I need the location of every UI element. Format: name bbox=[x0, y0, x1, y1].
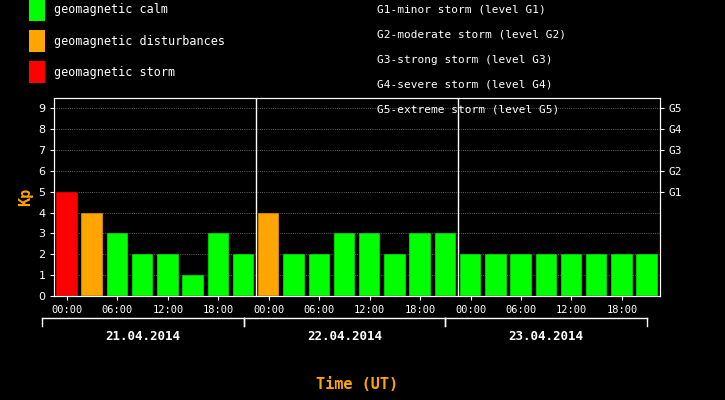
Bar bbox=[283, 254, 304, 296]
Text: 21.04.2014: 21.04.2014 bbox=[105, 330, 180, 343]
Bar bbox=[510, 254, 531, 296]
Text: G3-strong storm (level G3): G3-strong storm (level G3) bbox=[377, 55, 552, 65]
Bar bbox=[157, 254, 178, 296]
Bar bbox=[560, 254, 582, 296]
Bar bbox=[334, 234, 355, 296]
Text: G2-moderate storm (level G2): G2-moderate storm (level G2) bbox=[377, 30, 566, 40]
Bar bbox=[586, 254, 608, 296]
Text: geomagnetic disturbances: geomagnetic disturbances bbox=[54, 35, 225, 48]
Bar bbox=[233, 254, 254, 296]
Bar bbox=[207, 234, 229, 296]
Bar bbox=[81, 213, 103, 296]
Bar bbox=[384, 254, 405, 296]
Bar bbox=[359, 234, 381, 296]
Text: G4-severe storm (level G4): G4-severe storm (level G4) bbox=[377, 80, 552, 90]
Bar bbox=[485, 254, 507, 296]
Bar bbox=[611, 254, 633, 296]
Bar bbox=[57, 192, 78, 296]
Text: 22.04.2014: 22.04.2014 bbox=[307, 330, 382, 343]
Text: G5-extreme storm (level G5): G5-extreme storm (level G5) bbox=[377, 104, 559, 114]
Bar bbox=[107, 234, 128, 296]
Y-axis label: Kp: Kp bbox=[17, 188, 33, 206]
Text: geomagnetic calm: geomagnetic calm bbox=[54, 4, 167, 16]
Bar bbox=[536, 254, 557, 296]
Bar bbox=[258, 213, 280, 296]
Text: 23.04.2014: 23.04.2014 bbox=[509, 330, 584, 343]
Bar bbox=[183, 275, 204, 296]
Text: G1-minor storm (level G1): G1-minor storm (level G1) bbox=[377, 5, 546, 15]
Bar bbox=[132, 254, 154, 296]
Text: geomagnetic storm: geomagnetic storm bbox=[54, 66, 175, 79]
Bar bbox=[309, 254, 330, 296]
Bar bbox=[460, 254, 481, 296]
Text: Time (UT): Time (UT) bbox=[316, 377, 398, 392]
Bar bbox=[434, 234, 456, 296]
Bar bbox=[637, 254, 658, 296]
Bar bbox=[410, 234, 431, 296]
